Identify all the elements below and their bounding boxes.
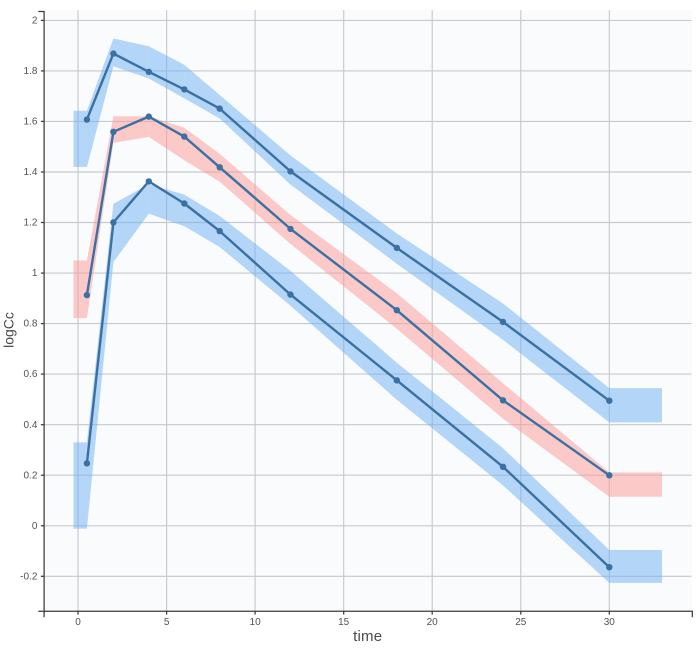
svg-text:0.2: 0.2 [23,470,37,481]
svg-text:10: 10 [250,617,262,628]
svg-text:0.8: 0.8 [23,319,37,330]
svg-text:15: 15 [338,617,350,628]
svg-text:0.4: 0.4 [23,420,37,431]
svg-text:1.8: 1.8 [23,66,37,77]
svg-text:1.4: 1.4 [23,167,37,178]
svg-text:25: 25 [515,617,527,628]
svg-text:1.2: 1.2 [23,218,37,229]
svg-text:logCc: logCc [1,312,17,348]
svg-text:-0.2: -0.2 [20,571,38,582]
svg-text:5: 5 [164,617,170,628]
svg-text:20: 20 [427,617,439,628]
svg-text:0.6: 0.6 [23,369,37,380]
svg-text:1: 1 [32,268,38,279]
svg-text:0: 0 [75,617,81,628]
svg-text:2: 2 [32,16,38,27]
svg-text:1.6: 1.6 [23,117,37,128]
svg-text:30: 30 [604,617,616,628]
svg-text:time: time [353,628,382,645]
svg-text:0: 0 [32,521,38,532]
